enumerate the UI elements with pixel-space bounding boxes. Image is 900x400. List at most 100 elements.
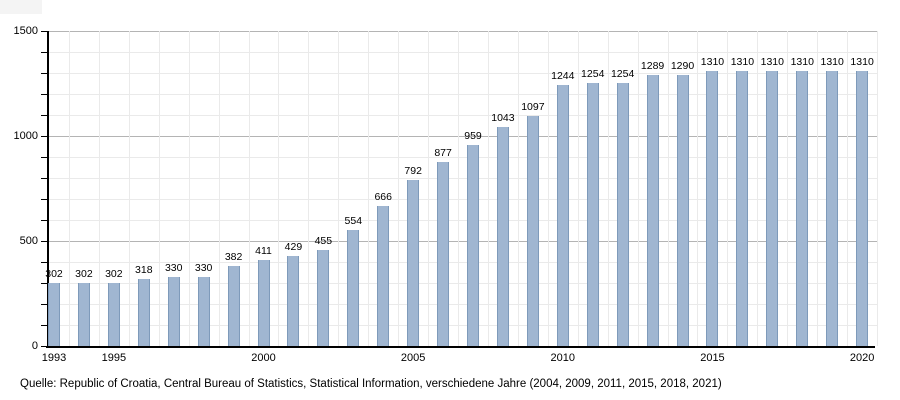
bar-value-label: 1244: [551, 69, 575, 82]
h-gridline-minor: [47, 262, 878, 263]
v-gridline: [98, 31, 100, 346]
bar: [48, 282, 60, 346]
v-gridline: [817, 31, 819, 346]
source-caption: Quelle: Republic of Croatia, Central Bur…: [20, 378, 722, 390]
bar-value-label: 1254: [610, 67, 635, 80]
y-tick: [41, 136, 47, 137]
x-tick-label: 2020: [849, 352, 875, 364]
y-tick: [41, 220, 47, 221]
v-gridline: [158, 31, 160, 346]
bar-value-label: 1289: [640, 60, 665, 73]
bar: [826, 70, 839, 346]
y-tick: [41, 325, 47, 326]
v-gridline: [607, 31, 609, 346]
y-tick: [41, 73, 47, 74]
v-gridline: [547, 31, 549, 346]
y-tick: [41, 94, 47, 95]
h-gridline-major: [47, 31, 878, 32]
bar-value-label: 1310: [730, 55, 755, 68]
bar-value-label: 666: [374, 191, 392, 204]
v-gridline: [727, 31, 729, 346]
x-tick-label: 1993: [41, 352, 67, 364]
h-gridline-minor: [47, 304, 878, 305]
bar-value-label: 1043: [491, 111, 515, 124]
v-gridline: [218, 31, 220, 346]
v-gridline: [697, 31, 699, 346]
v-gridline: [68, 31, 70, 346]
h-gridline-minor: [47, 220, 878, 221]
y-tick: [41, 283, 47, 284]
bar-value-label: 318: [135, 264, 153, 277]
v-gridline: [398, 31, 400, 346]
y-tick: [41, 52, 47, 53]
v-gridline: [308, 31, 310, 346]
h-gridline-minor: [47, 325, 878, 326]
y-tick: [41, 115, 47, 116]
bar: [586, 82, 599, 346]
bar: [856, 70, 869, 346]
y-tick-label: 0: [31, 340, 38, 352]
x-tick-label: 2000: [251, 352, 276, 364]
bar-value-label: 429: [284, 240, 303, 253]
bar: [556, 84, 569, 346]
bar-value-label: 455: [314, 235, 333, 248]
bar: [377, 206, 390, 346]
y-tick: [41, 346, 47, 347]
v-gridline: [248, 31, 250, 346]
bar: [137, 279, 150, 346]
bar: [467, 144, 480, 346]
bar: [766, 70, 779, 346]
v-gridline: [338, 31, 340, 346]
corner-artifact: [0, 0, 42, 14]
bar: [107, 282, 120, 346]
v-gridline: [757, 31, 759, 346]
x-tick-label: 2010: [550, 352, 576, 364]
x-tick-label: 2015: [700, 352, 725, 364]
bar: [167, 276, 180, 346]
y-tick: [41, 241, 47, 242]
bar: [736, 70, 749, 346]
v-gridline: [577, 31, 579, 346]
v-gridline: [847, 31, 849, 346]
v-gridline: [428, 31, 430, 346]
v-gridline: [787, 31, 789, 346]
y-tick: [41, 199, 47, 200]
v-gridline: [517, 31, 519, 346]
x-axis-line: [46, 346, 875, 348]
y-axis-line: [47, 31, 49, 347]
v-gridline: [637, 31, 639, 346]
h-gridline-minor: [47, 199, 878, 200]
h-gridline-minor: [47, 157, 878, 158]
v-gridline: [128, 31, 130, 346]
y-tick: [41, 262, 47, 263]
bar-value-label: 959: [464, 129, 482, 142]
bar: [317, 250, 330, 346]
bar: [347, 229, 360, 346]
h-gridline-minor: [47, 115, 878, 116]
h-gridline-minor: [47, 94, 878, 95]
bar: [407, 179, 420, 346]
v-gridline: [368, 31, 370, 346]
h-gridline-minor: [47, 283, 878, 284]
y-tick: [41, 304, 47, 305]
bar: [496, 126, 509, 346]
bar-value-label: 302: [75, 267, 93, 280]
bar-value-label: 302: [45, 267, 63, 280]
y-tick-label: 1000: [13, 130, 38, 142]
bar-value-label: 1310: [760, 55, 784, 68]
bar-value-label: 1097: [521, 100, 545, 113]
bar-value-label: 382: [224, 250, 243, 263]
bar: [796, 70, 809, 346]
x-tick-label: 1995: [101, 352, 127, 364]
v-gridline: [487, 31, 489, 346]
bar-value-label: 1254: [581, 67, 605, 80]
h-gridline-minor: [47, 178, 878, 179]
y-tick: [41, 178, 47, 179]
bar: [257, 259, 270, 346]
bar: [437, 161, 450, 346]
bar-value-label: 1310: [790, 55, 814, 68]
h-gridline-major: [47, 136, 878, 137]
bar-value-label: 792: [404, 164, 422, 177]
